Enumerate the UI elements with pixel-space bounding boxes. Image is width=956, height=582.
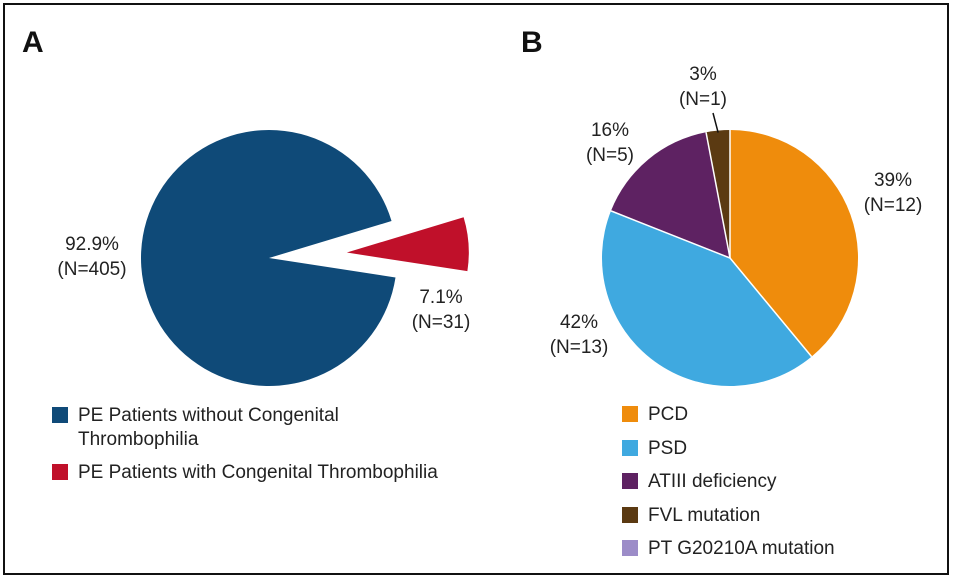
legend-panel-a: PE Patients without Congenital Thrombophi… <box>52 404 492 494</box>
pie-b-leader-fvl <box>712 112 719 133</box>
pie-b-label-fvl-percent: 3% <box>689 64 717 85</box>
legend-b-label: ATIII deficiency <box>648 471 777 492</box>
legend-b-item: FVL mutation <box>622 504 942 528</box>
legend-b-swatch <box>622 540 638 556</box>
legend-b-swatch <box>622 473 638 489</box>
pie-b-label-psd-percent: 42% <box>560 312 598 333</box>
pie-b-slice-psd <box>601 210 812 387</box>
pie-b-label-fvl-count: (N=1) <box>679 89 727 110</box>
pie-b-label-pcd-count: (N=12) <box>864 195 923 216</box>
pie-b-separator-psd <box>729 257 813 358</box>
legend-b-swatch <box>622 506 638 523</box>
legend-a-label: PE Patients without Congenital Thrombophi… <box>78 405 339 450</box>
legend-b-item: PCD <box>622 403 942 427</box>
panel-label-b: B <box>521 26 543 59</box>
pie-a-label-without-percent: 92.9% <box>65 234 119 255</box>
pie-b-label-pcd-percent: 39% <box>874 170 912 191</box>
pie-b-label-atiii-percent: 16% <box>591 120 629 141</box>
pie-a-label-with-percent: 7.1% <box>419 287 462 308</box>
legend-a-item: PE Patients with Congenital Thrombophili… <box>52 461 492 485</box>
legend-b-label: PSD <box>648 437 688 459</box>
legend-b-label: PCD <box>648 404 689 425</box>
legend-a-label: PE Patients with Congenital Thrombophili… <box>78 462 438 483</box>
pie-b-label-psd-count: (N=13) <box>550 337 609 358</box>
pie-b-separator-atiii-deficiency <box>610 210 731 259</box>
legend-b-item: ATIII deficiency <box>622 470 942 494</box>
legend-a-swatch <box>52 407 68 423</box>
pie-a-slice-without-thrombophilia <box>140 129 396 386</box>
pie-a-label-with-count: (N=31) <box>412 312 471 333</box>
legend-b-swatch <box>622 406 638 422</box>
legend-panel-b: PCD PSD ATIII deficiency FVL mutation PT G20… <box>622 403 942 571</box>
legend-b-label: FVL mutation <box>648 504 761 526</box>
pie-b-label-atiii-count: (N=5) <box>586 145 634 166</box>
legend-b-item: PT G20210A mutation <box>622 537 942 561</box>
pie-a-slice-with-thrombophilia <box>346 217 469 272</box>
legend-a-item: PE Patients without Congenital Thrombophi… <box>52 404 492 452</box>
legend-b-label: PT G20210A mutation <box>648 538 835 559</box>
legend-b-swatch <box>622 439 638 456</box>
pie-b-slice-atiii-deficiency <box>610 132 730 258</box>
legend-a-swatch <box>52 464 68 480</box>
panel-label-a: A <box>22 26 44 59</box>
pie-a-label-without-count: (N=405) <box>57 259 126 280</box>
pie-b-slice-pcd <box>730 130 859 357</box>
pie-b-separator-fvl-mutation <box>705 132 731 259</box>
legend-b-item: PSD <box>622 437 942 461</box>
